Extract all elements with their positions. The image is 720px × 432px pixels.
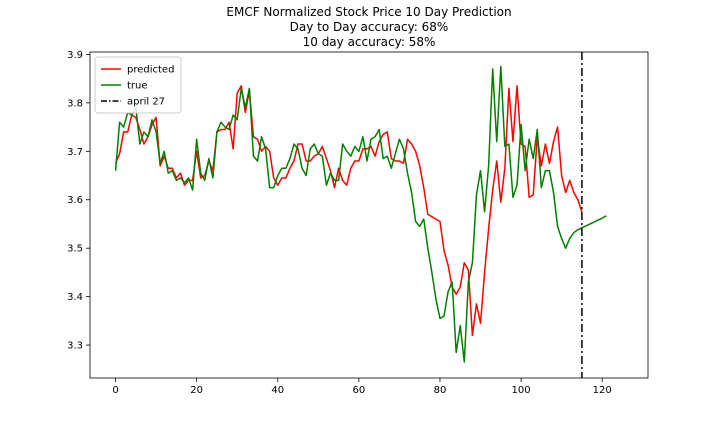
x-tick-label: 80 [434,385,447,396]
x-tick-label: 40 [271,385,284,396]
plot-area [89,51,649,379]
y-tick-label: 3.8 [67,98,83,109]
y-tick-label: 3.5 [67,244,83,255]
x-tick-label: 0 [112,385,118,396]
plot-frame [89,51,649,379]
x-tick-label: 120 [593,385,612,396]
chart-subtitle-10day-accuracy: 10 day accuracy: 58% [303,35,436,49]
series-line-true [114,65,607,363]
series-lines [114,52,607,378]
legend: predicted true april 27 [94,56,182,114]
y-tick-label: 3.4 [67,292,83,303]
chart-subtitle-day-accuracy: Day to Day accuracy: 68% [290,20,449,34]
legend-label-predicted: predicted [127,65,174,76]
legend-box [94,56,182,114]
legend-label-true: true [127,81,148,92]
y-axis: 3.3 3.4 3.5 3.6 3.7 3.8 3.9 [67,50,90,352]
y-tick-label: 3.7 [67,147,83,158]
x-axis: 0 20 40 60 80 100 120 [112,378,612,396]
x-tick-label: 60 [352,385,365,396]
y-tick-label: 3.9 [67,50,83,61]
y-tick-label: 3.3 [67,341,83,352]
x-tick-label: 20 [190,385,203,396]
legend-label-april-27: april 27 [127,97,165,108]
series-line-predicted [114,85,583,337]
x-tick-label: 100 [512,385,531,396]
chart-title: EMCF Normalized Stock Price 10 Day Predi… [226,5,511,19]
y-tick-label: 3.6 [67,195,83,206]
